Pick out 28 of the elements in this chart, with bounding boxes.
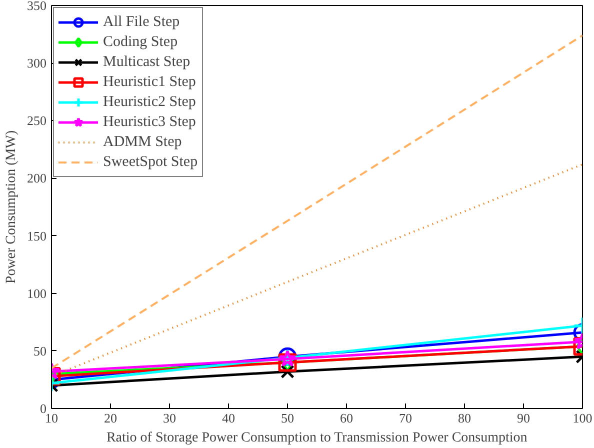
legend-label: Heuristic2 Step: [103, 94, 196, 110]
x-tick-label: 10: [45, 410, 58, 426]
x-tick-label: 20: [104, 410, 117, 426]
y-tick-label: 100: [27, 286, 46, 301]
y-tick-label: 250: [27, 113, 46, 128]
x-tick-label: 80: [458, 410, 471, 426]
x-tick-label: 90: [517, 410, 530, 426]
y-tick-label: 0: [40, 401, 46, 416]
y-tick-label: 300: [27, 56, 46, 71]
y-tick-label: 200: [27, 170, 46, 186]
x-tick-label: 30: [163, 410, 176, 426]
y-tick-label: 350: [27, 0, 46, 13]
y-axis-title: Power Consumption (MW): [4, 130, 19, 284]
x-tick-label: 60: [340, 410, 353, 426]
legend-label: SweetSpot Step: [103, 154, 198, 170]
legend-label: Multicast Step: [103, 54, 190, 70]
x-tick-label: 100: [572, 410, 592, 426]
legend-label: Heuristic1 Step: [103, 74, 196, 90]
legend-label: ADMM Step: [103, 134, 182, 150]
x-tick-label: 70: [399, 410, 412, 426]
legend-label: Coding Step: [103, 34, 178, 50]
x-tick-label: 50: [281, 410, 294, 426]
x-tick-label: 40: [222, 410, 235, 426]
y-tick-label: 150: [27, 228, 46, 244]
legend-label: All File Step: [103, 14, 180, 30]
y-tick-label: 50: [34, 343, 46, 358]
legend-label: Heuristic3 Step: [103, 114, 196, 130]
x-axis-title: Ratio of Storage Power Consumption to Transmission Power Consumption: [106, 430, 528, 446]
